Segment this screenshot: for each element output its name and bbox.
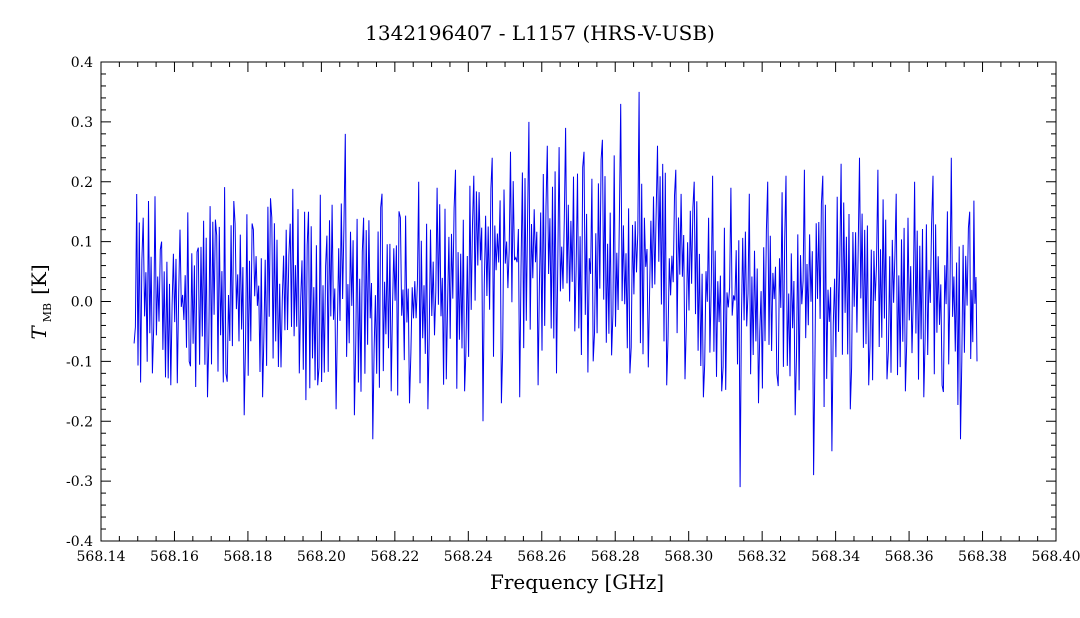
x-tick-label: 568.22 — [370, 549, 419, 565]
y-axis-label-main: T — [27, 325, 51, 340]
axis-ticks — [100, 61, 1057, 542]
x-tick-label: 568.14 — [77, 549, 126, 565]
y-tick-label: 0.2 — [71, 175, 93, 191]
y-axis-label-unit: [K] — [27, 264, 51, 295]
y-tick-label: 0.3 — [71, 115, 93, 131]
y-axis-label-subscript: MB — [41, 303, 54, 322]
x-tick-label: 568.20 — [297, 549, 346, 565]
x-tick-label: 568.18 — [223, 549, 272, 565]
x-tick-label: 568.34 — [811, 549, 860, 565]
y-tick-label: -0.3 — [66, 474, 93, 490]
y-tick-label: 0.0 — [71, 295, 93, 311]
y-tick-label: -0.2 — [66, 414, 93, 430]
svg-text:T MB [K]: T MB [K] — [27, 264, 55, 339]
chart-title: 1342196407 - L1157 (HRS-V-USB) — [365, 21, 715, 45]
x-tick-label: 568.36 — [885, 549, 934, 565]
x-axis-label: Frequency [GHz] — [490, 570, 664, 594]
spectrum-series-line — [133, 91, 978, 488]
x-tick-label: 568.28 — [591, 549, 640, 565]
x-tick-label: 568.40 — [1032, 549, 1080, 565]
y-tick-label: -0.4 — [66, 534, 93, 550]
x-tick-label: 568.26 — [517, 549, 566, 565]
x-tick-label: 568.38 — [958, 549, 1007, 565]
x-tick-label: 568.30 — [664, 549, 713, 565]
x-tick-label: 568.24 — [444, 549, 493, 565]
y-tick-label: 0.4 — [71, 55, 93, 71]
y-tick-label: -0.1 — [66, 354, 93, 370]
x-tick-label: 568.32 — [738, 549, 787, 565]
y-axis-label: T MB [K] — [27, 264, 55, 339]
x-tick-labels: 568.14 568.16 568.18 568.20 568.22 568.24 568.… — [77, 549, 1080, 565]
x-tick-label: 568.16 — [150, 549, 199, 565]
y-tick-labels: -0.4 -0.3 -0.2 -0.1 0.0 0.1 0.2 0.3 0.4 — [66, 55, 93, 550]
y-tick-label: 0.1 — [71, 235, 93, 251]
